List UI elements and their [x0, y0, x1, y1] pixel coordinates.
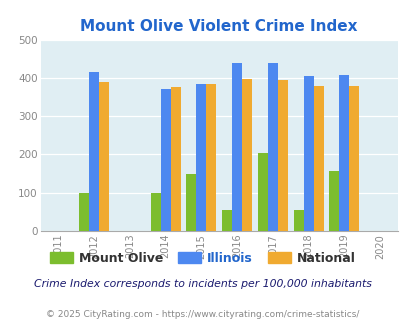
Bar: [267, 63, 277, 231]
Bar: [257, 152, 267, 231]
Bar: [170, 87, 180, 231]
Bar: [222, 210, 232, 231]
Bar: [232, 63, 241, 231]
Bar: [89, 72, 99, 231]
Bar: [293, 210, 303, 231]
Bar: [150, 193, 160, 231]
Bar: [339, 75, 348, 231]
Text: © 2025 CityRating.com - https://www.cityrating.com/crime-statistics/: © 2025 CityRating.com - https://www.city…: [46, 310, 359, 319]
Bar: [277, 80, 287, 231]
Bar: [79, 193, 89, 231]
Text: Crime Index corresponds to incidents per 100,000 inhabitants: Crime Index corresponds to incidents per…: [34, 279, 371, 289]
Title: Mount Olive Violent Crime Index: Mount Olive Violent Crime Index: [80, 19, 357, 34]
Bar: [99, 82, 109, 231]
Bar: [303, 76, 313, 231]
Bar: [313, 85, 323, 231]
Bar: [196, 83, 206, 231]
Bar: [160, 89, 170, 231]
Bar: [206, 84, 216, 231]
Bar: [186, 174, 196, 231]
Bar: [328, 171, 339, 231]
Bar: [348, 86, 358, 231]
Bar: [241, 79, 252, 231]
Legend: Mount Olive, Illinois, National: Mount Olive, Illinois, National: [45, 247, 360, 270]
